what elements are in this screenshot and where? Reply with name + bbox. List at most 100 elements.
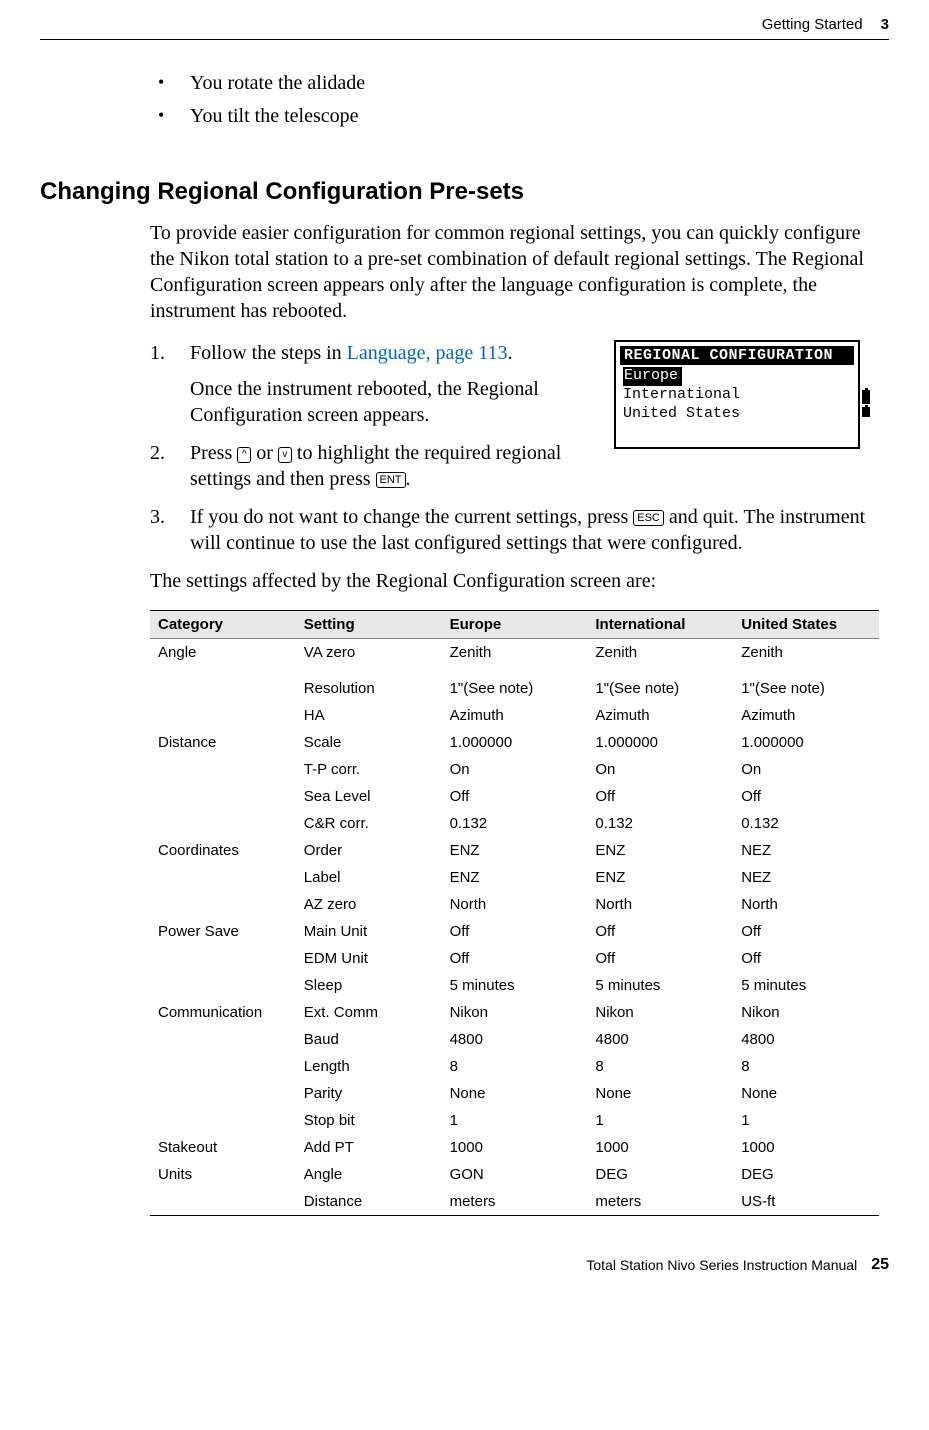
step-item: If you do not want to change the current… <box>150 504 879 556</box>
table-cell <box>150 1026 296 1053</box>
table-cell: Sleep <box>296 972 442 999</box>
table-row: CoordinatesOrderENZENZNEZ <box>150 837 879 864</box>
table-cell: 8 <box>733 1053 879 1080</box>
key-esc-icon: ESC <box>633 510 664 526</box>
table-cell: AZ zero <box>296 891 442 918</box>
table-cell: On <box>733 756 879 783</box>
table-cell: T-P corr. <box>296 756 442 783</box>
table-cell: ENZ <box>587 837 733 864</box>
table-cell: Stop bit <box>296 1107 442 1134</box>
page-header: Getting Started 3 <box>40 0 889 40</box>
page-number: 25 <box>871 1256 889 1274</box>
table-cell: 0.132 <box>587 810 733 837</box>
table-cell: Off <box>587 945 733 972</box>
regional-settings-table: Category Setting Europe International Un… <box>150 610 879 1216</box>
table-cell <box>150 864 296 891</box>
table-cell: ENZ <box>587 864 733 891</box>
cross-reference-link[interactable]: Language, page 113 <box>347 342 508 364</box>
step-text: . <box>508 342 513 364</box>
table-cell: Off <box>587 783 733 810</box>
step-text: Press <box>190 442 237 464</box>
table-cell: 1.000000 <box>587 729 733 756</box>
table-cell: 5 minutes <box>587 972 733 999</box>
table-cell: Off <box>733 945 879 972</box>
table-header-row: Category Setting Europe International Un… <box>150 611 879 639</box>
table-cell: 0.132 <box>442 810 588 837</box>
table-cell: Main Unit <box>296 918 442 945</box>
table-cell: 1000 <box>733 1134 879 1161</box>
table-cell: Nikon <box>442 999 588 1026</box>
step-item: Press ^ or v to highlight the required r… <box>150 440 879 492</box>
table-cell: Label <box>296 864 442 891</box>
table-header-cell: International <box>587 611 733 639</box>
table-cell <box>150 972 296 999</box>
table-cell: meters <box>587 1188 733 1216</box>
table-cell: On <box>587 756 733 783</box>
table-cell: Distance <box>296 1188 442 1216</box>
table-cell: None <box>733 1080 879 1107</box>
table-row: EDM UnitOffOffOff <box>150 945 879 972</box>
table-row: ParityNoneNoneNone <box>150 1080 879 1107</box>
table-cell: 8 <box>442 1053 588 1080</box>
step-text: or <box>251 442 278 464</box>
table-cell: ENZ <box>442 864 588 891</box>
table-cell <box>150 891 296 918</box>
table-row: CommunicationExt. CommNikonNikonNikon <box>150 999 879 1026</box>
table-row: DistanceScale1.0000001.0000001.000000 <box>150 729 879 756</box>
table-cell: Off <box>733 918 879 945</box>
table-cell: Azimuth <box>442 702 588 729</box>
step-text: Follow the steps in <box>190 342 347 364</box>
table-cell: Baud <box>296 1026 442 1053</box>
table-cell: NEZ <box>733 837 879 864</box>
table-cell: Power Save <box>150 918 296 945</box>
table-cell: 5 minutes <box>442 972 588 999</box>
table-cell: Off <box>442 783 588 810</box>
table-cell: None <box>587 1080 733 1107</box>
table-cell: 1000 <box>587 1134 733 1161</box>
table-cell <box>150 1188 296 1216</box>
table-cell: 4800 <box>442 1026 588 1053</box>
page-footer: Total Station Nivo Series Instruction Ma… <box>40 1246 889 1294</box>
table-cell: Sea Level <box>296 783 442 810</box>
steps-list: Follow the steps in Language, page 113. … <box>150 340 879 556</box>
table-cell: Angle <box>296 1161 442 1188</box>
step-item: Follow the steps in Language, page 113. … <box>150 340 879 428</box>
table-cell: 1.000000 <box>442 729 588 756</box>
table-cell: DEG <box>587 1161 733 1188</box>
table-row: AngleVA zeroZenithZenithZenith <box>150 639 879 667</box>
table-cell: Scale <box>296 729 442 756</box>
table-cell: 1 <box>587 1107 733 1134</box>
table-cell: 1.000000 <box>733 729 879 756</box>
table-row: UnitsAngleGONDEGDEG <box>150 1161 879 1188</box>
step-subtext: Once the instrument rebooted, the Region… <box>190 376 879 428</box>
bullet-item: You rotate the alidade <box>150 72 879 95</box>
table-cell <box>150 756 296 783</box>
table-cell: 1"(See note) <box>442 666 588 702</box>
table-cell: VA zero <box>296 639 442 667</box>
table-row: Baud480048004800 <box>150 1026 879 1053</box>
table-cell: 5 minutes <box>733 972 879 999</box>
table-cell: DEG <box>733 1161 879 1188</box>
table-cell: 1"(See note) <box>733 666 879 702</box>
table-cell: None <box>442 1080 588 1107</box>
table-cell: Stakeout <box>150 1134 296 1161</box>
table-cell: Communication <box>150 999 296 1026</box>
table-cell <box>150 666 296 702</box>
table-cell: GON <box>442 1161 588 1188</box>
table-cell <box>150 702 296 729</box>
table-cell: Parity <box>296 1080 442 1107</box>
table-cell: Coordinates <box>150 837 296 864</box>
table-cell: ENZ <box>442 837 588 864</box>
table-cell: Off <box>733 783 879 810</box>
table-cell: Off <box>442 918 588 945</box>
table-row: Stop bit111 <box>150 1107 879 1134</box>
intro-paragraph: To provide easier configuration for comm… <box>150 220 879 324</box>
table-cell: meters <box>442 1188 588 1216</box>
table-cell: Distance <box>150 729 296 756</box>
key-down-icon: v <box>278 447 292 463</box>
table-cell <box>150 1107 296 1134</box>
key-ent-icon: ENT <box>376 472 406 488</box>
table-cell <box>150 1080 296 1107</box>
table-cell: Add PT <box>296 1134 442 1161</box>
table-row: HAAzimuthAzimuthAzimuth <box>150 702 879 729</box>
